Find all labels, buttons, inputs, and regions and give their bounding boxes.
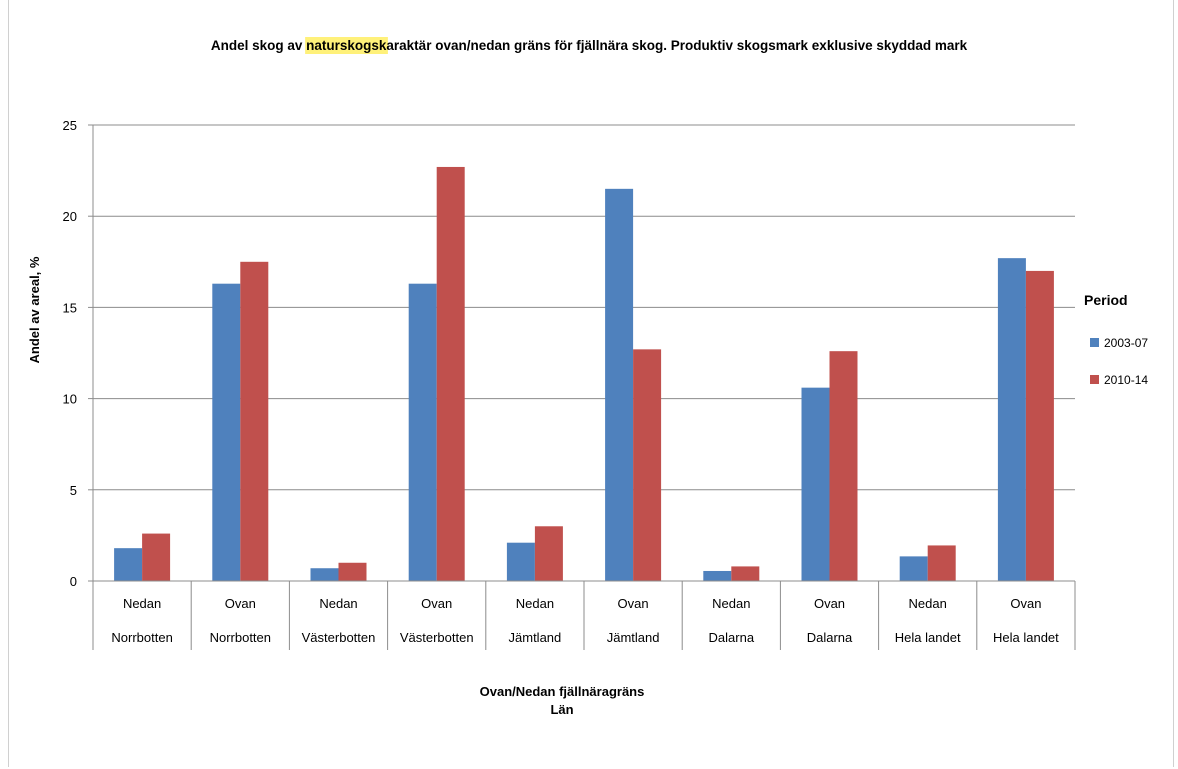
x-label-level1: Ovan xyxy=(225,596,256,611)
title-part-after: araktär ovan/nedan gräns för fjällnära s… xyxy=(386,38,967,53)
bar-2003-07-Nedan-Jämtland xyxy=(506,542,535,581)
x-axis-title-line1: Ovan/Nedan fjällnäragräns xyxy=(480,684,645,699)
x-axis: Nedan Norrbotten Ovan Norrbotten Nedan Väster… xyxy=(92,580,1076,650)
y-axis-ticks: 0 5 10 15 20 25 xyxy=(63,118,77,589)
x-label-level2: Västerbotten xyxy=(400,630,474,645)
legend-label: 2010-14 xyxy=(1104,373,1148,387)
title-highlight xyxy=(305,37,388,54)
svg-text:Andel skog av naturskogskarakt: Andel skog av naturskogskaraktär ovan/ne… xyxy=(211,38,968,53)
x-label-level2: Norrbotten xyxy=(210,630,271,645)
y-tick-label: 25 xyxy=(63,118,77,133)
y-tick-label: 5 xyxy=(70,483,77,498)
x-label-level2: Hela landet xyxy=(895,630,961,645)
x-label-level2: Dalarna xyxy=(807,630,853,645)
x-axis-title-line2: Län xyxy=(550,702,573,717)
y-tick-label: 20 xyxy=(63,209,77,224)
legend: Period 2003-07 2010-14 xyxy=(1084,292,1148,387)
bar-2010-14-Nedan-Norrbotten xyxy=(142,533,171,581)
bar-2003-07-Ovan-Hela landet xyxy=(997,258,1026,581)
bar-2010-14-Ovan-Hela landet xyxy=(1025,270,1054,581)
bar-2003-07-Ovan-Dalarna xyxy=(801,387,830,581)
bar-2010-14-Ovan-Västerbotten xyxy=(436,166,465,581)
chart-frame xyxy=(8,0,1174,767)
bar-2003-07-Nedan-Hela landet xyxy=(899,556,928,581)
x-label-level2: Hela landet xyxy=(993,630,1059,645)
bar-2010-14-Nedan-Jämtland xyxy=(534,526,563,581)
legend-title: Period xyxy=(1084,292,1128,308)
legend-label: 2003-07 xyxy=(1104,336,1148,350)
x-label-level2: Dalarna xyxy=(709,630,755,645)
chart-title: Andel skog av naturskogskaraktär ovan/ne… xyxy=(211,37,968,54)
x-label-level1: Nedan xyxy=(123,596,161,611)
y-tick-label: 0 xyxy=(70,574,77,589)
bar-2010-14-Ovan-Dalarna xyxy=(829,351,858,581)
bar-2010-14-Nedan-Västerbotten xyxy=(338,562,367,581)
x-label-level1: Nedan xyxy=(516,596,554,611)
bar-2010-14-Nedan-Dalarna xyxy=(731,566,760,581)
x-label-level1: Ovan xyxy=(814,596,845,611)
x-label-level1: Ovan xyxy=(1010,596,1041,611)
title-part-before: Andel skog av xyxy=(211,38,306,53)
bar-2003-07-Ovan-Västerbotten xyxy=(408,283,437,581)
x-label-level1: Ovan xyxy=(618,596,649,611)
x-label-level2: Västerbotten xyxy=(302,630,376,645)
legend-swatch xyxy=(1090,375,1099,384)
bar-2003-07-Nedan-Dalarna xyxy=(703,570,732,581)
x-label-level1: Nedan xyxy=(319,596,357,611)
x-label-level1: Ovan xyxy=(421,596,452,611)
x-label-level1: Nedan xyxy=(712,596,750,611)
legend-swatch xyxy=(1090,338,1099,347)
bar-2003-07-Nedan-Norrbotten xyxy=(114,548,143,581)
bar-2003-07-Nedan-Västerbotten xyxy=(310,568,339,581)
bar-2010-14-Ovan-Norrbotten xyxy=(240,261,269,581)
bar-2010-14-Nedan-Hela landet xyxy=(927,545,956,581)
x-label-level1: Nedan xyxy=(909,596,947,611)
bars xyxy=(114,166,1054,581)
bar-2010-14-Ovan-Jämtland xyxy=(633,349,662,581)
y-tick-label: 10 xyxy=(63,392,77,407)
bar-2003-07-Ovan-Jämtland xyxy=(605,188,634,581)
bar-2003-07-Ovan-Norrbotten xyxy=(212,283,241,581)
x-label-level2: Jämtland xyxy=(607,630,660,645)
x-label-level2: Jämtland xyxy=(509,630,562,645)
y-tick-label: 15 xyxy=(63,300,77,315)
title-part-highlight: naturskogsk xyxy=(306,38,387,53)
x-label-level2: Norrbotten xyxy=(111,630,172,645)
y-axis-title: Andel av areal, % xyxy=(27,256,42,363)
